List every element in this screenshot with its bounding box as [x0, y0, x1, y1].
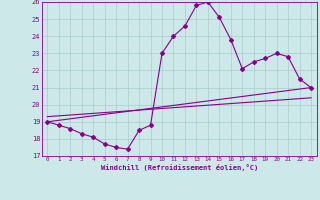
X-axis label: Windchill (Refroidissement éolien,°C): Windchill (Refroidissement éolien,°C): [100, 164, 258, 171]
